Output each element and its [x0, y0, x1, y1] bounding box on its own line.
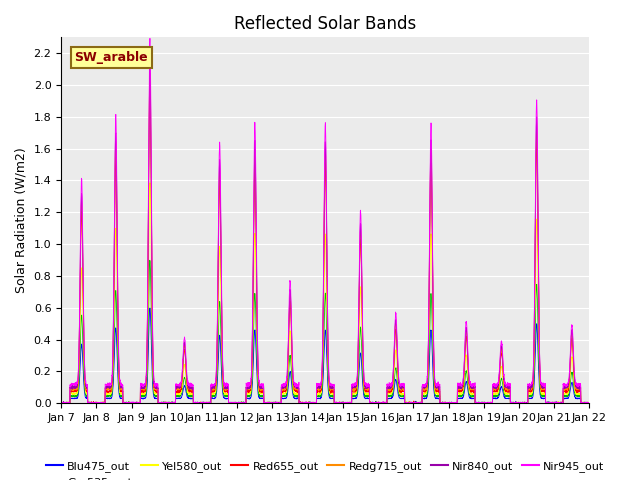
Yel580_out: [306, 400, 314, 406]
Yel580_out: [58, 400, 65, 406]
Line: Blu475_out: Blu475_out: [61, 308, 589, 403]
Nir945_out: [586, 400, 593, 406]
Red655_out: [586, 400, 593, 406]
Nir945_out: [415, 400, 422, 406]
Grn535_out: [305, 399, 313, 405]
Redg715_out: [444, 400, 451, 406]
Redg715_out: [152, 385, 160, 391]
Nir945_out: [444, 400, 451, 406]
Red655_out: [306, 400, 314, 406]
Redg715_out: [146, 70, 154, 76]
Yel580_out: [146, 180, 154, 186]
Red655_out: [444, 400, 451, 406]
Red655_out: [585, 400, 593, 406]
Yel580_out: [585, 400, 593, 406]
Red655_out: [58, 400, 65, 406]
Nir945_out: [152, 382, 160, 387]
Nir945_out: [306, 400, 314, 406]
Blu475_out: [306, 400, 314, 406]
Grn535_out: [415, 400, 422, 406]
Grn535_out: [585, 400, 593, 406]
Blu475_out: [474, 400, 481, 406]
Blu475_out: [146, 305, 154, 311]
Nir840_out: [306, 400, 314, 406]
Blu475_out: [58, 400, 65, 406]
Text: SW_arable: SW_arable: [74, 51, 148, 64]
Yel580_out: [152, 391, 160, 396]
Line: Grn535_out: Grn535_out: [61, 260, 589, 403]
Red655_out: [474, 400, 481, 406]
Nir945_out: [58, 400, 65, 406]
Nir840_out: [586, 400, 593, 406]
Blu475_out: [152, 396, 160, 401]
Yel580_out: [415, 400, 422, 406]
Redg715_out: [474, 400, 481, 406]
Line: Nir840_out: Nir840_out: [61, 61, 589, 403]
Grn535_out: [58, 400, 65, 406]
Yel580_out: [58, 399, 65, 405]
Red655_out: [146, 86, 154, 92]
Nir840_out: [152, 384, 160, 390]
Red655_out: [415, 400, 422, 406]
Yel580_out: [586, 400, 593, 406]
Grn535_out: [146, 257, 154, 263]
Red655_out: [58, 400, 65, 406]
Line: Yel580_out: Yel580_out: [61, 183, 589, 403]
Blu475_out: [585, 400, 593, 406]
Redg715_out: [585, 400, 593, 406]
Redg715_out: [586, 400, 593, 406]
Nir945_out: [474, 400, 481, 406]
Redg715_out: [306, 400, 314, 406]
Grn535_out: [586, 400, 593, 406]
Nir840_out: [474, 400, 481, 406]
Nir840_out: [444, 400, 451, 406]
Nir840_out: [585, 400, 593, 406]
Redg715_out: [415, 400, 422, 406]
Nir945_out: [146, 36, 154, 41]
Nir945_out: [585, 400, 593, 406]
Line: Nir945_out: Nir945_out: [61, 38, 589, 403]
Grn535_out: [152, 394, 160, 399]
Redg715_out: [58, 400, 65, 406]
Nir840_out: [146, 58, 154, 64]
Redg715_out: [58, 400, 65, 406]
Yel580_out: [474, 400, 481, 406]
Legend: Blu475_out, Grn535_out, Yel580_out, Red655_out, Redg715_out, Nir840_out, Nir945_: Blu475_out, Grn535_out, Yel580_out, Red6…: [42, 456, 609, 480]
Blu475_out: [58, 400, 65, 406]
Nir840_out: [415, 400, 422, 406]
Title: Reflected Solar Bands: Reflected Solar Bands: [234, 15, 417, 33]
Nir840_out: [58, 400, 65, 406]
Line: Red655_out: Red655_out: [61, 89, 589, 403]
Yel580_out: [444, 400, 451, 406]
Red655_out: [152, 388, 160, 394]
Y-axis label: Solar Radiation (W/m2): Solar Radiation (W/m2): [15, 147, 28, 293]
Grn535_out: [474, 399, 481, 405]
Nir945_out: [58, 400, 65, 406]
Line: Redg715_out: Redg715_out: [61, 73, 589, 403]
Blu475_out: [415, 400, 422, 406]
Blu475_out: [586, 400, 593, 406]
Grn535_out: [444, 400, 451, 406]
Nir840_out: [58, 400, 65, 406]
Blu475_out: [444, 400, 451, 406]
